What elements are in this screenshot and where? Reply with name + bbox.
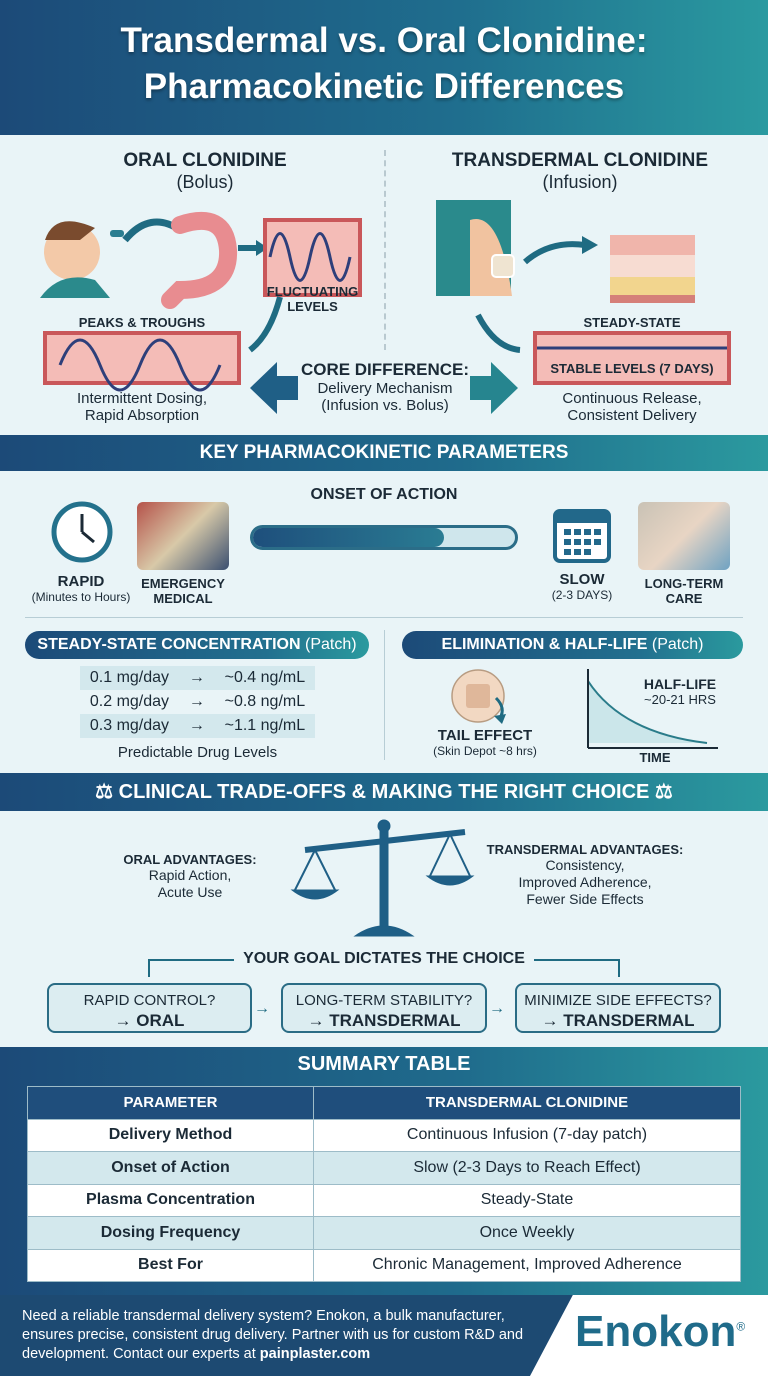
choice-box: RAPID CONTROL? → ORAL — [47, 983, 252, 1033]
oral-advantages: ORAL ADVANTAGES: Rapid Action, Acute Use — [123, 852, 257, 900]
divider — [384, 150, 386, 350]
emergency-label: EMERGENCY MEDICAL — [141, 576, 225, 606]
summary-table: PARAMETER TRANSDERMAL CLONIDINE Delivery … — [27, 1086, 741, 1282]
transdermal-desc: Continuous Release, Consistent Delivery — [562, 390, 702, 424]
arrow-icon: → — [489, 1000, 505, 1017]
choice-box: LONG-TERM STABILITY? → TRANSDERMAL — [281, 983, 487, 1033]
decay-curve-chart — [587, 669, 718, 749]
divider — [25, 617, 743, 618]
slow-label: SLOW (2-3 DAYS) — [551, 571, 613, 602]
oral-desc: Intermittent Dosing, Rapid Absorption — [76, 390, 208, 424]
title-line-1: Transdermal vs. Oral Clonidine: — [120, 21, 648, 60]
footer-text: Need a reliable transdermal delivery sys… — [22, 1308, 524, 1362]
goal-connector — [148, 959, 150, 977]
summary-banner: SUMMARY TABLE — [297, 1053, 471, 1075]
steady-state-table: 0.1 mg/day → ~0.4 ng/mL 0.2 mg/day → ~0.8 ng… — [80, 666, 315, 738]
footer-link[interactable]: painplaster.com — [259, 1346, 371, 1362]
tail-effect: TAIL EFFECT (Skin Depot ~8 hrs) — [433, 727, 537, 758]
header: Transdermal vs. Oral Clonidine: Pharmacok… — [0, 0, 768, 135]
skin-layers-icon — [610, 235, 695, 303]
rapid-label: RAPID (Minutes to Hours) — [31, 573, 131, 604]
time-axis-label: TIME — [639, 750, 671, 765]
divider — [384, 630, 385, 760]
steady-row: 0.2 mg/day → ~0.8 ng/mL — [89, 693, 306, 710]
goal-connector — [618, 959, 620, 977]
steady-label: STEADY-STATE — [583, 315, 681, 330]
arrow-icon — [248, 296, 283, 353]
arm-with-patch-icon — [436, 200, 515, 296]
table-cell: Plasma Concentration — [27, 1183, 314, 1217]
table-cell: Delivery Method — [27, 1118, 314, 1152]
choice-box: MINIMIZE SIDE EFFECTS? → TRANSDERMAL — [515, 983, 721, 1033]
person-taking-pill-icon — [40, 221, 124, 298]
left-arrow-icon — [250, 362, 298, 414]
table-row: Best For Chronic Management, Improved Adh… — [27, 1248, 741, 1282]
stable-levels-label: STABLE LEVELS (7 DAYS) — [550, 361, 714, 376]
fluctuating-label: FLUCTUATING LEVELS — [266, 284, 359, 314]
onset-title: ONSET OF ACTION — [310, 486, 458, 503]
stomach-icon — [161, 212, 238, 309]
oral-heading: ORAL CLONIDINE (Bolus) — [123, 150, 287, 192]
table-header: PARAMETER — [27, 1086, 314, 1120]
table-row: Onset of Action Slow (2-3 Days to Reach E… — [27, 1151, 741, 1185]
onset-progress-bar — [250, 525, 518, 550]
onset-progress-fill — [253, 528, 445, 547]
vessel-stable — [533, 331, 731, 385]
steady-state-heading: STEADY-STATE CONCENTRATION (Patch) — [25, 631, 369, 659]
steady-row: 0.1 mg/day → ~0.4 ng/mL — [80, 666, 315, 690]
steady-row: 0.3 mg/day → ~1.1 ng/mL — [80, 714, 315, 738]
table-cell: Onset of Action — [27, 1151, 314, 1185]
longterm-label: LONG-TERM CARE — [644, 576, 724, 606]
logo-panel — [530, 1295, 768, 1376]
patch-icon — [451, 669, 506, 724]
delivery-illustrations — [40, 200, 731, 414]
emergency-photo — [137, 502, 229, 570]
title-line-2: Pharmacokinetic Differences — [143, 67, 625, 106]
tradeoffs-banner: ⚖ CLINICAL TRADE-OFFS & MAKING THE RIGHT… — [0, 773, 768, 811]
key-params-banner: KEY PHARMACOKINETIC PARAMETERS — [0, 435, 768, 471]
table-row: Delivery Method Continuous Infusion (7-da… — [27, 1118, 741, 1152]
table-cell: Best For — [27, 1248, 314, 1282]
goal-heading: YOUR GOAL DICTATES THE CHOICE — [234, 950, 534, 968]
scale-icon: ⚖ — [654, 781, 673, 803]
half-life: HALF-LIFE ~20-21 HRS — [643, 676, 717, 707]
calendar-icon — [553, 509, 611, 563]
table-cell: Chronic Management, Improved Adherence — [313, 1248, 741, 1282]
longterm-care-photo — [638, 502, 730, 570]
peaks-label: PEAKS & TROUGHS — [78, 315, 206, 330]
arrow-icon — [475, 313, 521, 353]
table-row: Plasma Concentration Steady-State — [27, 1183, 741, 1217]
core-difference: CORE DIFFERENCE: Delivery Mechanism (Infus… — [300, 360, 470, 414]
right-arrow-icon — [470, 362, 518, 414]
table-cell: Once Weekly — [313, 1216, 741, 1250]
balance-scale-icon — [290, 819, 475, 937]
transdermal-heading: TRANSDERMAL CLONIDINE (Infusion) — [451, 150, 709, 192]
arrow-icon — [523, 241, 586, 265]
table-row: Dosing Frequency Once Weekly — [27, 1216, 741, 1250]
arrow-icon: → — [254, 1000, 270, 1017]
table-cell: Slow (2-3 Days to Reach Effect) — [313, 1151, 741, 1185]
table-cell: Dosing Frequency — [27, 1216, 314, 1250]
transdermal-advantages: TRANSDERMAL ADVANTAGES: Consistency, Impro… — [486, 842, 684, 907]
footer: Need a reliable transdermal delivery sys… — [0, 1295, 768, 1376]
table-cell: Continuous Infusion (7-day patch) — [313, 1118, 741, 1152]
enokon-logo: Enokon® — [575, 1307, 746, 1356]
table-header: TRANSDERMAL CLONIDINE — [313, 1086, 741, 1120]
page-title: Transdermal vs. Oral Clonidine: Pharmacok… — [0, 18, 768, 110]
scale-icon: ⚖ — [95, 781, 114, 803]
elimination-heading: ELIMINATION & HALF-LIFE (Patch) — [402, 631, 743, 659]
clock-icon — [51, 501, 113, 563]
steady-caption: Predictable Drug Levels — [117, 744, 278, 761]
table-cell: Steady-State — [313, 1183, 741, 1217]
